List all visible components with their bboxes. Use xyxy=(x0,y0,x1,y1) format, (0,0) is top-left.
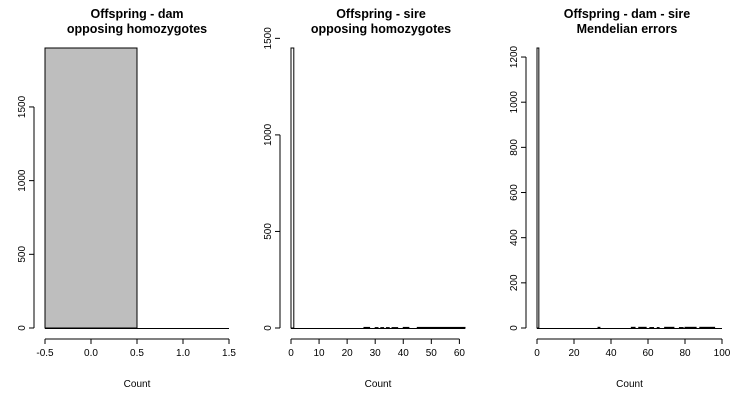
panel-2-x-tick-label-5: 40 xyxy=(398,348,410,359)
panel-1-x-tick-label-3: 0.5 xyxy=(130,348,144,359)
panel-2-x-label: Count xyxy=(365,379,392,390)
panel-3-x-tick-label-6: 100 xyxy=(714,348,731,359)
panel-3-y-tick-label-1: 0 xyxy=(509,325,520,331)
panel-2-title-line-1: Offspring - sire xyxy=(336,7,426,21)
panel-3-title-line-1: Offspring - dam - sire xyxy=(564,7,690,21)
panel-1-y-tick-label-1: 0 xyxy=(17,325,28,331)
panel-1-y-tick-label-2: 500 xyxy=(17,246,28,263)
panel-3-bar-1 xyxy=(536,47,540,329)
panel-3-y-tick-label-5: 800 xyxy=(509,139,520,156)
panel-1-bar-1 xyxy=(44,47,138,329)
panel-3-title-line-2: Mendelian errors xyxy=(577,22,678,36)
panel-3-y-tick-label-7: 1200 xyxy=(509,45,520,68)
panel-1-x-label: Count xyxy=(124,379,151,390)
panel-2-x-tick-label-6: 50 xyxy=(426,348,438,359)
panel-3-x-label: Count xyxy=(616,379,643,390)
panel-3-x-tick-label-1: 0 xyxy=(534,348,540,359)
panel-1-x-tick-label-1: -0.5 xyxy=(36,348,54,359)
panel-1-y-tick-label-3: 1000 xyxy=(17,169,28,192)
panel-3-x-tick-label-5: 80 xyxy=(679,348,691,359)
panel-1-x-tick-label-5: 1.5 xyxy=(222,348,236,359)
panel-3-y-tick-label-2: 200 xyxy=(509,274,520,291)
panel-3-y-tick-label-4: 600 xyxy=(509,184,520,201)
panel-1-x-tick-label-4: 1.0 xyxy=(176,348,190,359)
panel-2-x-tick-label-7: 60 xyxy=(454,348,466,359)
panel-2-y-tick-label-1: 0 xyxy=(263,325,274,331)
panel-1-title-line-2: opposing homozygotes xyxy=(67,22,207,36)
panel-1-title-line-1: Offspring - dam xyxy=(90,7,183,21)
panel-2-y-tick-label-2: 500 xyxy=(263,223,274,240)
panel-3-x-tick-label-4: 60 xyxy=(642,348,654,359)
panel-3-y-tick-label-3: 400 xyxy=(509,229,520,246)
panel-2-x-tick-label-3: 20 xyxy=(342,348,354,359)
panel-3-y-tick-label-6: 1000 xyxy=(509,91,520,114)
panel-2-x-tick-label-1: 0 xyxy=(288,348,294,359)
panel-2-title-line-2: opposing homozygotes xyxy=(311,22,451,36)
panel-2-bar-1 xyxy=(290,47,295,329)
panel-2-x-tick-label-2: 10 xyxy=(314,348,326,359)
panel-1-x-tick-label-2: 0.0 xyxy=(84,348,98,359)
panel-1-y-tick-label-4: 1500 xyxy=(17,95,28,118)
panel-3-x-tick-label-2: 20 xyxy=(568,348,580,359)
panel-2-x-tick-label-4: 30 xyxy=(370,348,382,359)
panel-3-x-tick-label-3: 40 xyxy=(605,348,617,359)
panel-2-y-tick-label-3: 1000 xyxy=(263,123,274,146)
panel-2-y-tick-label-4: 1500 xyxy=(263,27,274,50)
